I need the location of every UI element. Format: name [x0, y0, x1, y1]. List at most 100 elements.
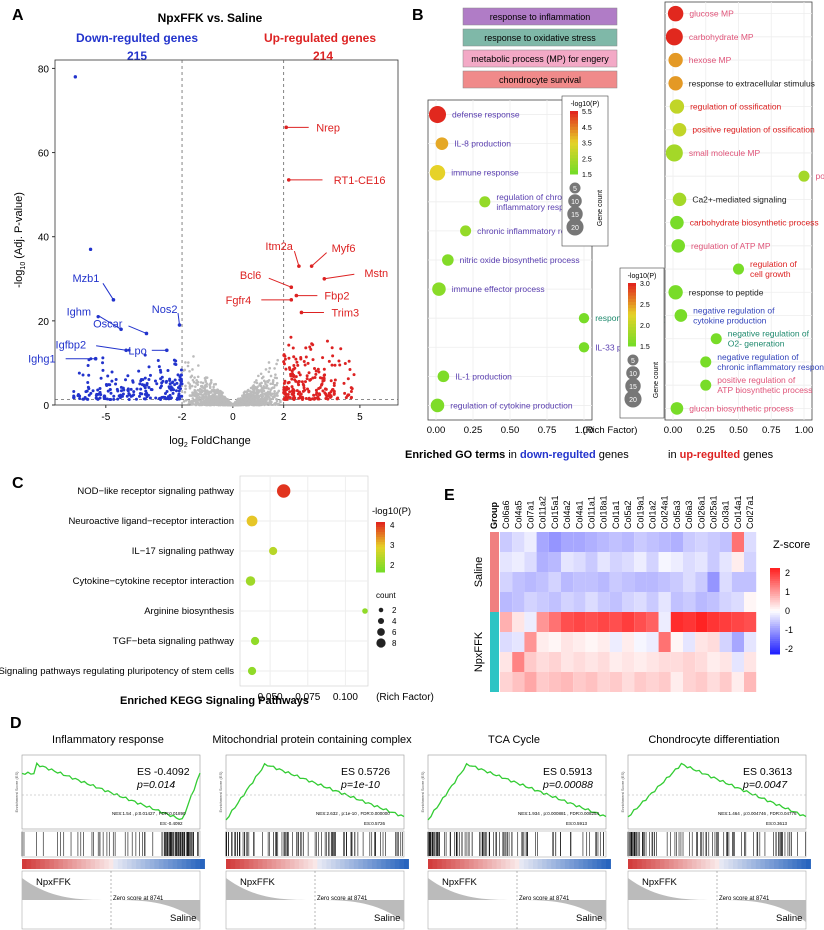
ns-point — [201, 381, 205, 385]
gsea-rank-gradient — [285, 859, 291, 869]
ns-point — [209, 381, 213, 384]
heatmap-cell — [744, 572, 757, 592]
up-point — [287, 343, 291, 347]
heatmap-cell — [707, 672, 720, 692]
up-point — [283, 357, 287, 361]
heatmap-cell — [634, 552, 647, 572]
heatmap-column-label: Col24a1 — [660, 495, 670, 529]
heatmap-cell — [585, 552, 598, 572]
heatmap-cell — [512, 632, 525, 652]
kegg-legend-gradient — [376, 532, 385, 535]
gsea-rank-gradient — [587, 859, 593, 869]
gene-label-oscar: Oscar — [93, 318, 123, 330]
gsea-rank-gradient — [99, 859, 105, 869]
go-xtick-label: 0.25 — [697, 425, 716, 436]
ns-point — [259, 388, 263, 392]
heatmap-cell — [597, 672, 610, 692]
go-legend-count-value: 15 — [571, 212, 579, 219]
heatmap-cell — [670, 632, 683, 652]
gsea-rank-gradient — [239, 859, 245, 869]
down-point — [96, 397, 100, 401]
go-legend-gradient — [570, 161, 578, 166]
gsea-rank-gradient — [574, 859, 580, 869]
down-point — [162, 395, 166, 399]
go-legend-gradient — [570, 170, 578, 175]
go-term-label: regulation of cytokine production — [450, 400, 573, 410]
heatmap-cell — [731, 632, 744, 652]
gsea-rank-gradient — [482, 859, 488, 869]
gsea-rank-gradient — [464, 859, 470, 869]
up-point — [321, 379, 325, 383]
gsea-rank-gradient — [519, 859, 525, 869]
heatmap-column-label: Col5a2 — [623, 500, 633, 529]
volcano-xtick-label: 2 — [281, 412, 287, 423]
gene-label-nos2: Nos2 — [152, 304, 178, 316]
ns-point — [207, 394, 211, 397]
kegg-xtick-label: 0.075 — [295, 692, 320, 703]
go-legend-gradient — [570, 129, 578, 134]
gsea-rank-gradient — [362, 859, 368, 869]
down-point — [105, 383, 109, 387]
go-legend-gradient — [570, 151, 578, 156]
ns-point — [196, 375, 200, 379]
heatmap-column-label: Col11a1 — [587, 496, 597, 529]
down-point — [98, 387, 102, 391]
gsea-nes-text: NES:1.934 , p:0.000881 , FDR:0.008254 — [518, 811, 600, 816]
down-point — [108, 397, 112, 401]
gsea-rank-gradient — [58, 859, 64, 869]
ns-point — [260, 386, 264, 390]
panel-b: B response to inflammation response to ox… — [405, 1, 824, 461]
heatmap-cell — [707, 612, 720, 632]
heatmap-cell — [561, 552, 574, 572]
up-point — [293, 366, 297, 370]
up-point — [349, 395, 353, 399]
colorbar-segment — [770, 628, 780, 631]
go-term-label: IL-8 production — [454, 139, 511, 149]
go-term-dot — [668, 285, 683, 300]
colorbar-segment — [770, 591, 780, 595]
kegg-legend-gradient — [376, 529, 385, 533]
gene-pointer — [268, 277, 292, 288]
heatmap-cell — [597, 572, 610, 592]
down-point — [112, 397, 116, 401]
kegg-legend-gradient — [376, 547, 385, 550]
down-point — [121, 392, 125, 396]
ns-point — [199, 381, 203, 384]
gsea-rank-gradient — [226, 859, 231, 869]
down-point — [141, 378, 145, 382]
gsea-es-small: ES:-0.4092 — [160, 821, 183, 826]
gsea-rank-gradient — [122, 859, 128, 869]
gsea-rank-gradient — [719, 859, 725, 869]
kegg-legend-p-tick: 3 — [390, 541, 395, 550]
down-point — [176, 397, 180, 401]
down-point — [77, 371, 81, 375]
go-up-footer: in up-regulted genes — [668, 449, 774, 461]
go-legend-count-dot — [569, 182, 581, 194]
gsea-rank-gradient — [441, 859, 447, 869]
heatmap-cell — [695, 632, 708, 652]
gsea-es-small: ES:0.5726 — [364, 821, 386, 826]
volcano-ytick-label: 0 — [43, 401, 49, 412]
heatmap-cell — [512, 592, 525, 612]
go-legend-gradient — [628, 286, 636, 290]
heatmap-cell — [609, 632, 622, 652]
up-point — [294, 357, 298, 361]
kegg-legend-gradient — [376, 542, 385, 545]
up-point — [309, 347, 313, 351]
down-point — [109, 391, 113, 395]
gsea-title: Mitochondrial protein containing complex — [212, 734, 412, 746]
gsea-rank-gradient — [262, 859, 268, 869]
heatmap-cell — [622, 652, 635, 672]
go-term-dot — [672, 192, 687, 207]
down-point — [171, 391, 175, 395]
gsea-rank-gradient — [606, 859, 611, 869]
up-point — [304, 346, 308, 350]
down-point — [86, 363, 90, 367]
heatmap-cell — [707, 592, 720, 612]
down-point — [72, 389, 76, 393]
heatmap-cell — [609, 652, 622, 672]
gsea-rank-gradient — [376, 859, 382, 869]
go-legend-p-tick: 2.0 — [640, 323, 650, 330]
ns-point — [190, 394, 193, 397]
down-point — [139, 387, 143, 391]
